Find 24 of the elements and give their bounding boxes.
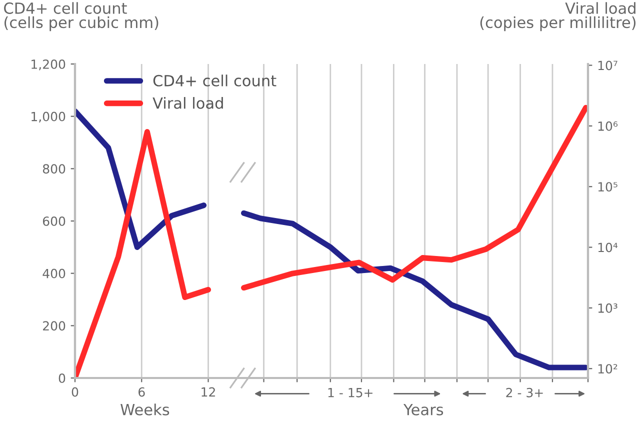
text: 1 - 15+ — [328, 388, 372, 398]
y-tick-label: 0 — [58, 373, 66, 383]
text: 2 - 3+ — [506, 388, 543, 398]
y2-tick-label: 10² — [598, 364, 618, 374]
x-tick-label: 12 — [202, 387, 215, 397]
legend-label: CD4+ cell count — [153, 74, 276, 86]
y-axis-title: CD4+ cell count (cells per cubic mm) — [4, 2, 158, 32]
text: Weeks — [120, 404, 170, 416]
y2-tick-label: 10³ — [598, 303, 618, 313]
y-tick-label: 800 — [42, 164, 66, 174]
y2-tick-label: 10⁵ — [598, 182, 618, 192]
y2-tick-label: 10⁷ — [598, 60, 618, 70]
legend-label: Viral load — [152, 97, 223, 109]
x-tick-label: 0 — [72, 387, 78, 397]
y2-tick-label: 10⁶ — [598, 121, 618, 131]
x-tick-label: 6 — [138, 387, 145, 397]
y-tick-label: 1,200 — [32, 59, 66, 70]
y-tick-label: 200 — [43, 321, 66, 331]
text: Years — [403, 404, 444, 416]
y2-tick-label: 10⁴ — [598, 242, 618, 252]
y-tick-label: 1,000 — [32, 112, 66, 123]
y2-axis-title: Viral load (copies per millilitre) — [480, 2, 636, 32]
y-tick-label: 400 — [42, 268, 66, 278]
y-tick-label: 600 — [42, 216, 66, 226]
